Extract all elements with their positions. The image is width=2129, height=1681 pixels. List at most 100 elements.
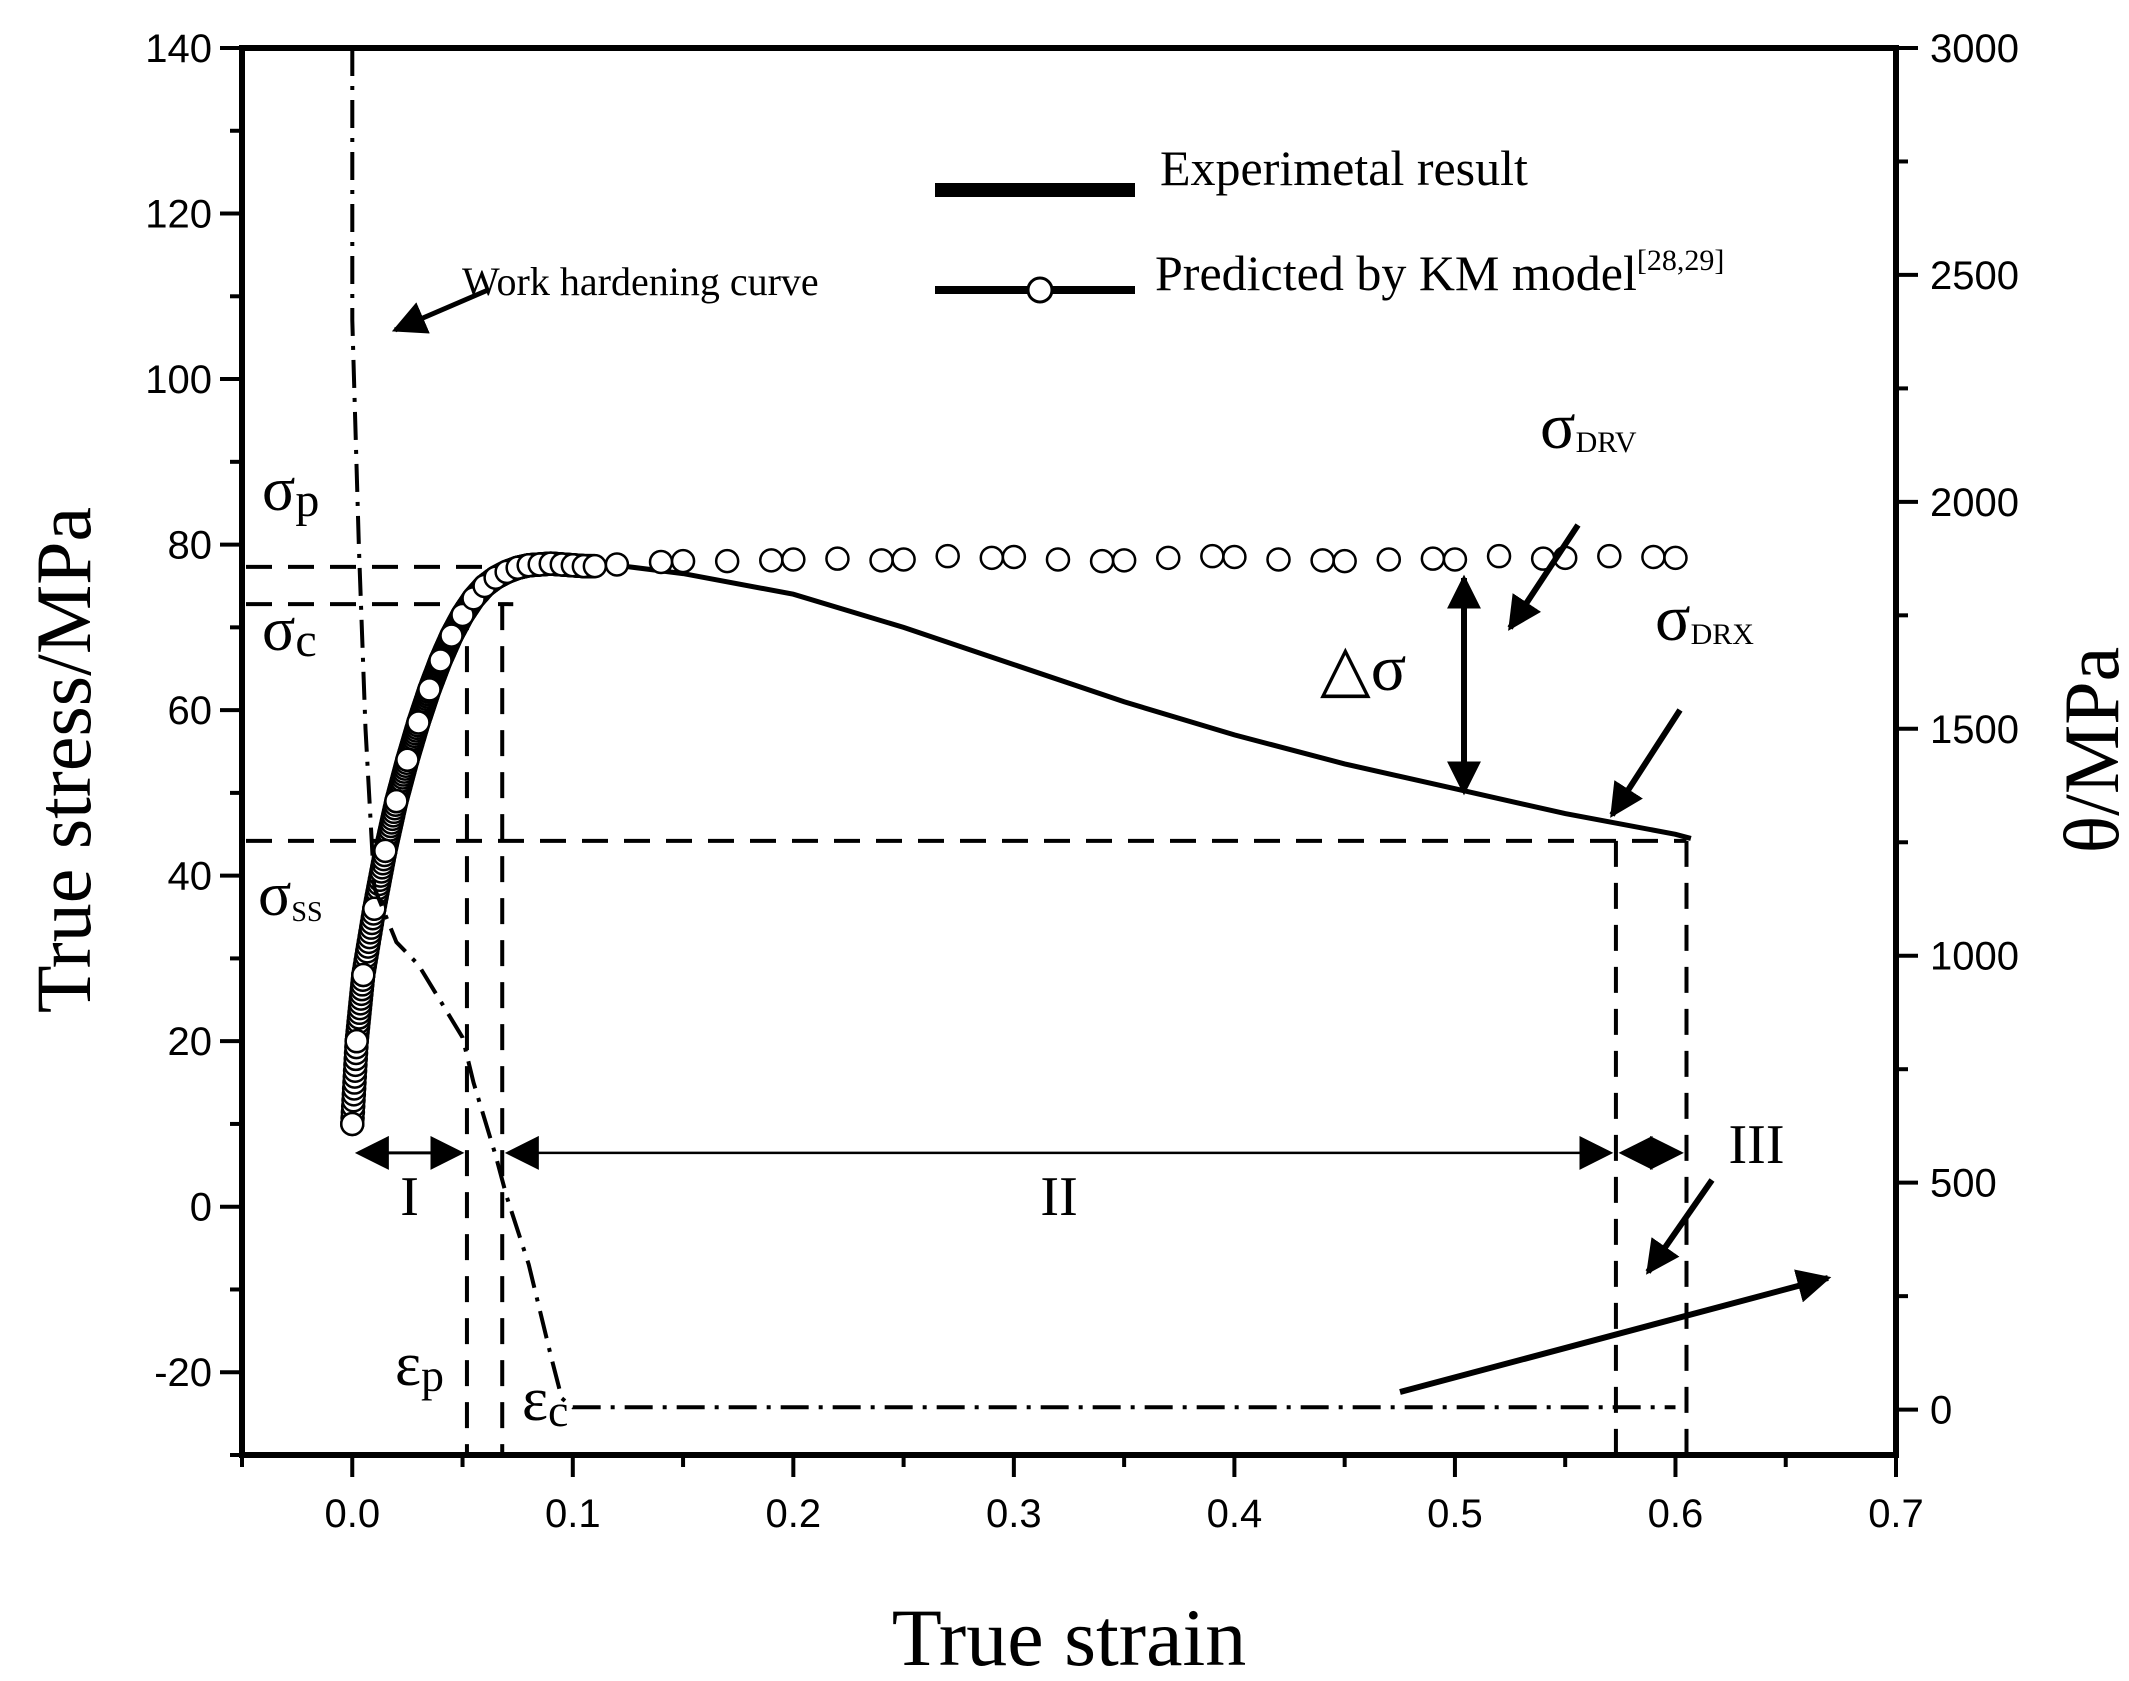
x-tick-label: 0.4 (1207, 1492, 1263, 1536)
y-right-axis-ticks: 0 500 1000 1500 2000 2500 3000 (1896, 27, 2019, 1433)
predicted-marker (1442, 547, 1468, 572)
legend-marker-predicted (1026, 276, 1054, 304)
theta-axis-arrow (1399, 1269, 1832, 1395)
region-iii-arrow (1645, 1178, 1715, 1275)
predicted-marker (395, 747, 420, 773)
legend-label-predicted-main: Predicted by KM model (1155, 245, 1637, 301)
predicted-marker (1200, 543, 1225, 569)
x-axis-title: True strain (892, 1592, 1247, 1681)
y-left-tick-label: 80 (168, 524, 213, 568)
reference-lines (246, 564, 1689, 1452)
sigma-ss-label: σSS (258, 861, 323, 929)
x-tick-label: 0.0 (324, 1492, 380, 1536)
predicted-marker (344, 1028, 369, 1054)
y-right-tick-label: 0 (1930, 1389, 1952, 1433)
y-left-tick-label: 20 (168, 1020, 213, 1064)
x-tick-label: 0.5 (1427, 1492, 1483, 1536)
sigma-drx-label: σDRX (1655, 582, 1754, 655)
sigma-p-label: σp (262, 456, 319, 527)
predicted-marker (1420, 546, 1446, 571)
predicted-marker (648, 549, 674, 575)
sigma-drx-arrow (1609, 708, 1683, 818)
eps-p-label: εp (395, 1331, 444, 1401)
predicted-marker (781, 547, 806, 572)
predicted-marker (670, 548, 696, 574)
region-label: III (1729, 1114, 1785, 1176)
region-label: I (400, 1166, 419, 1228)
legend-label-predicted: Predicted by KM model[28,29] (1155, 244, 1724, 301)
predicted-marker (935, 543, 960, 569)
predicted-marker (1001, 544, 1027, 570)
predicted-marker (417, 677, 442, 702)
y-left-tick-label: 0 (190, 1186, 212, 1230)
legend: Experimetal result Predicted by KM model… (935, 140, 1724, 304)
x-tick-label: 0.6 (1648, 1492, 1704, 1536)
y-right-axis-title: θ/MPa (2048, 647, 2129, 853)
y-left-tick-label: 140 (145, 27, 212, 71)
sigma-drv-label: σDRV (1540, 390, 1637, 463)
legend-label-predicted-sup: [28,29] (1637, 244, 1724, 277)
work-hardening-label: Work hardening curve (462, 259, 819, 304)
y-left-tick-label: 120 (145, 193, 212, 237)
legend-label-experimental: Experimetal result (1160, 140, 1528, 196)
y-right-tick-label: 500 (1930, 1162, 1997, 1206)
y-right-tick-label: 1000 (1930, 935, 2019, 979)
work-hardening-arrow (391, 287, 489, 334)
predicted-marker (406, 710, 431, 735)
work-hardening-line (350, 48, 1676, 1410)
plot-frame (239, 45, 1899, 1458)
predicted-marker (759, 548, 784, 573)
experimental-line (349, 559, 1692, 1125)
predicted-marker (1310, 548, 1335, 573)
predicted-marker (979, 545, 1005, 571)
predicted-marker (373, 838, 398, 864)
predicted-marker (604, 552, 630, 577)
predicted-marker (1641, 544, 1666, 570)
y-left-tick-label: 100 (145, 358, 212, 402)
y-right-tick-label: 3000 (1930, 27, 2019, 71)
predicted-marker (1597, 543, 1622, 569)
x-tick-label: 0.1 (545, 1492, 601, 1536)
predicted-marker (891, 547, 916, 572)
x-tick-label: 0.7 (1868, 1492, 1924, 1536)
predicted-marker (1376, 547, 1402, 572)
predicted-marker (1111, 548, 1137, 573)
predicted-marker (1089, 548, 1115, 574)
predicted-marker (1045, 547, 1071, 572)
y-left-tick-label: 60 (168, 689, 213, 733)
sigma-c-label: σc (262, 596, 317, 667)
y-right-tick-label: 2000 (1930, 481, 2019, 525)
delta-sigma-label: △σ (1320, 632, 1406, 705)
region-label: II (1040, 1166, 1077, 1228)
predicted-marker (1486, 543, 1512, 569)
predicted-marker (428, 648, 453, 673)
predicted-marker (362, 896, 387, 922)
predicted-marker (1266, 547, 1291, 572)
series-layer (340, 48, 1692, 1410)
eps-c-label: εc (522, 1366, 568, 1436)
y-left-tick-label: 40 (168, 855, 213, 899)
predicted-marker (825, 546, 850, 571)
predicted-marker (384, 788, 409, 814)
y-left-axis-title: True stress/MPa (20, 507, 107, 1013)
x-tick-label: 0.2 (766, 1492, 822, 1536)
predicted-marker (582, 553, 608, 579)
predicted-marker (1222, 544, 1247, 570)
x-axis-ticks: 0.0 0.1 0.2 0.3 0.4 0.5 0.6 0.7 (240, 1455, 1924, 1536)
predicted-marker (1663, 545, 1688, 571)
predicted-marker (439, 623, 464, 648)
predicted-marker (340, 1111, 365, 1137)
predicted-marker (450, 602, 475, 628)
y-left-tick-label: -20 (154, 1351, 212, 1395)
predicted-marker (869, 548, 894, 573)
x-tick-label: 0.3 (986, 1492, 1042, 1536)
predicted-marker (714, 548, 740, 574)
predicted-marker (1332, 548, 1357, 574)
y-right-tick-label: 2500 (1930, 254, 2019, 298)
y-right-tick-label: 1500 (1930, 708, 2019, 752)
y-left-axis-ticks: -20 0 20 40 60 80 100 120 140 (145, 27, 242, 1457)
sigma-drv-arrow (1507, 523, 1581, 631)
predicted-marker (351, 962, 376, 988)
